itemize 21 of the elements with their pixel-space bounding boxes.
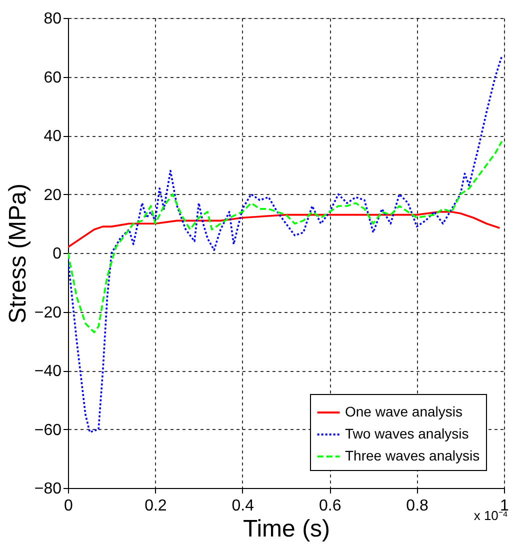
y-tick-label: −60 <box>34 422 62 439</box>
x-tick-label: 0 <box>64 498 74 514</box>
y-tick-label: 60 <box>44 69 62 86</box>
y-tick-label: 0 <box>52 246 62 262</box>
y-axis-title: Stress (MPa) <box>4 183 32 324</box>
y-tick-label: −40 <box>34 363 62 380</box>
x-axis-title: Time (s) <box>242 516 330 542</box>
legend-label: Three waves analysis <box>345 448 480 464</box>
y-tick-label: −20 <box>34 304 62 322</box>
y-tick-label: 40 <box>44 128 62 145</box>
line-series <box>68 210 501 248</box>
y-tick-label: 20 <box>44 186 62 204</box>
x-tick-label: 0.2 <box>144 498 167 514</box>
legend-label: Two waves analysis <box>345 426 469 442</box>
x-tick-label: 0.4 <box>232 498 254 514</box>
y-tick-label: −80 <box>34 480 62 498</box>
legend-label: One wave analysis <box>345 404 463 420</box>
y-tick-label: 80 <box>44 10 62 28</box>
line-series <box>68 140 503 334</box>
x-tick-label: 0.6 <box>318 498 342 514</box>
x-tick-label: 0.8 <box>406 498 429 514</box>
